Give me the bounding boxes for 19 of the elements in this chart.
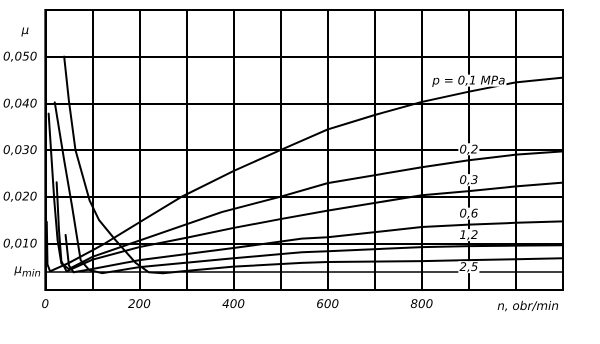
y-tick-label: 0,030 xyxy=(2,143,38,157)
series-label: 2,5 xyxy=(459,260,478,274)
y-tick-label: 0,010 xyxy=(2,236,38,250)
y-tick-label: 0,040 xyxy=(2,96,38,110)
series-label: 0,2 xyxy=(459,142,478,156)
series-label: 1,2 xyxy=(459,228,478,242)
series-label: 0,6 xyxy=(459,206,479,221)
series-label: 0,3 xyxy=(459,173,478,188)
x-tick-label: 800 xyxy=(410,297,434,311)
y-tick-label: 0,050 xyxy=(2,50,38,64)
y-tick-label: 0,020 xyxy=(2,190,38,204)
x-tick-label: 0 xyxy=(42,297,50,311)
x-tick-label: 600 xyxy=(316,297,340,311)
ref-line-label: μ$_{min}$ xyxy=(14,262,41,282)
series-label: p = 0,1 MPa xyxy=(431,74,506,88)
y-axis-title: μ xyxy=(20,23,30,37)
x-tick-label: 400 xyxy=(222,297,246,311)
x-axis-title: n, obr/min xyxy=(497,299,559,313)
x-tick-label: 200 xyxy=(128,297,152,311)
